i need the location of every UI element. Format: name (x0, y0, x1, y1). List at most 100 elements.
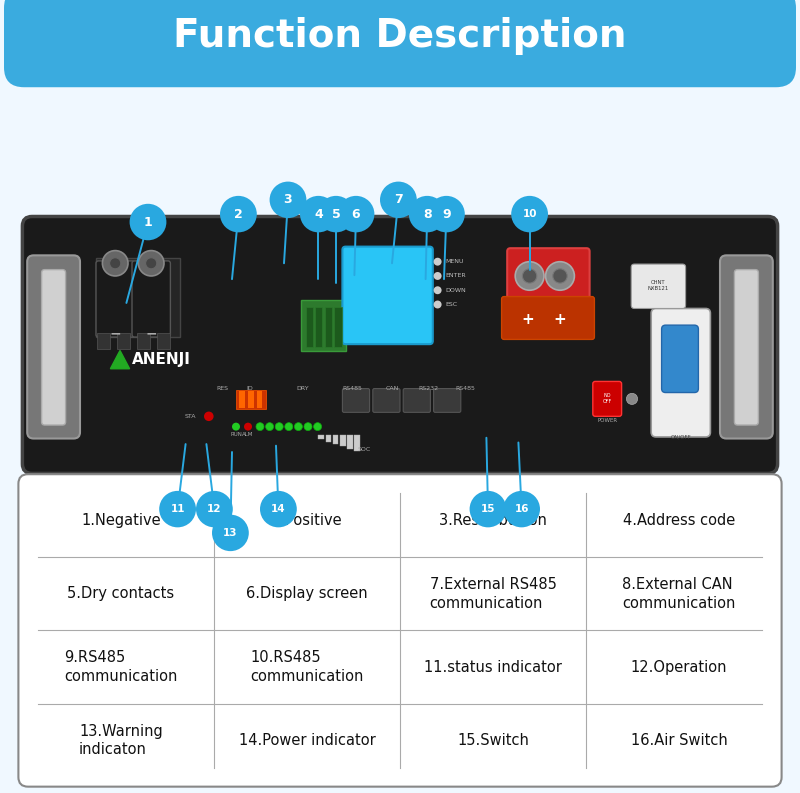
Circle shape (244, 423, 252, 431)
Circle shape (300, 196, 337, 232)
Text: 12: 12 (207, 504, 222, 514)
FancyBboxPatch shape (239, 391, 245, 408)
Text: 9: 9 (442, 208, 450, 220)
Text: 16.Air Switch: 16.Air Switch (630, 733, 727, 748)
Circle shape (434, 272, 442, 280)
FancyBboxPatch shape (651, 308, 710, 437)
Text: 4.Address code: 4.Address code (623, 513, 735, 528)
Circle shape (204, 412, 214, 421)
Circle shape (434, 286, 442, 294)
Text: ENTER: ENTER (446, 274, 466, 278)
Text: 5: 5 (332, 208, 340, 220)
FancyBboxPatch shape (342, 247, 433, 344)
Circle shape (434, 301, 442, 308)
Circle shape (270, 182, 306, 218)
Text: POWER: POWER (597, 418, 618, 423)
Text: ESC: ESC (446, 302, 458, 307)
FancyBboxPatch shape (27, 255, 80, 439)
Text: ANENJI: ANENJI (132, 352, 191, 366)
FancyBboxPatch shape (132, 261, 170, 337)
Text: RS232: RS232 (418, 386, 439, 391)
FancyBboxPatch shape (257, 391, 262, 408)
Text: 8.External CAN
communication: 8.External CAN communication (622, 577, 736, 611)
FancyBboxPatch shape (354, 435, 360, 451)
Text: DOWN: DOWN (446, 288, 466, 293)
Text: 7: 7 (394, 193, 402, 206)
Text: ALM: ALM (242, 432, 254, 437)
Text: RS485: RS485 (342, 386, 362, 391)
Circle shape (294, 423, 302, 431)
Circle shape (110, 258, 121, 269)
Text: DRY: DRY (296, 386, 309, 391)
Polygon shape (110, 351, 130, 369)
Text: CHNT
NXB121: CHNT NXB121 (648, 280, 669, 291)
Text: 12.Operation: 12.Operation (630, 660, 727, 675)
Text: Function Description: Function Description (174, 17, 626, 56)
Text: 15.Switch: 15.Switch (457, 733, 529, 748)
FancyBboxPatch shape (18, 474, 782, 787)
Text: 1: 1 (144, 216, 152, 228)
Circle shape (380, 182, 417, 218)
FancyBboxPatch shape (662, 325, 698, 393)
Circle shape (275, 423, 283, 431)
Text: 15: 15 (481, 504, 495, 514)
FancyBboxPatch shape (97, 333, 110, 349)
Text: 14: 14 (271, 504, 286, 514)
Text: 2.Positive: 2.Positive (272, 513, 342, 528)
Circle shape (515, 262, 544, 290)
FancyBboxPatch shape (157, 333, 170, 349)
Circle shape (428, 196, 465, 232)
FancyBboxPatch shape (434, 389, 461, 412)
Circle shape (470, 491, 506, 527)
Text: NO
OFF: NO OFF (602, 393, 612, 404)
FancyBboxPatch shape (301, 300, 346, 351)
FancyBboxPatch shape (340, 435, 346, 446)
Text: 6: 6 (352, 208, 360, 220)
Text: −: − (146, 326, 157, 340)
FancyBboxPatch shape (137, 333, 150, 349)
Circle shape (503, 491, 540, 527)
FancyBboxPatch shape (96, 261, 134, 337)
Circle shape (626, 393, 638, 404)
Text: 2: 2 (234, 208, 242, 220)
Text: MENU: MENU (446, 259, 464, 264)
Circle shape (546, 262, 574, 290)
Text: 10: 10 (522, 209, 537, 219)
FancyBboxPatch shape (236, 390, 266, 409)
Text: +: + (522, 312, 534, 327)
Circle shape (159, 491, 196, 527)
Circle shape (522, 269, 537, 283)
FancyBboxPatch shape (306, 307, 313, 347)
Text: 13.Warning
indicaton: 13.Warning indicaton (79, 724, 163, 757)
Text: 8: 8 (423, 208, 431, 220)
Text: RUN: RUN (230, 432, 242, 437)
Circle shape (304, 423, 312, 431)
FancyBboxPatch shape (42, 270, 66, 425)
FancyBboxPatch shape (593, 381, 622, 416)
FancyBboxPatch shape (507, 248, 590, 306)
FancyBboxPatch shape (334, 307, 342, 347)
FancyBboxPatch shape (318, 435, 324, 439)
FancyBboxPatch shape (315, 307, 322, 347)
Circle shape (511, 196, 548, 232)
Circle shape (102, 251, 128, 276)
FancyBboxPatch shape (403, 389, 430, 412)
FancyBboxPatch shape (96, 258, 180, 337)
Text: STA: STA (185, 414, 196, 419)
FancyBboxPatch shape (117, 333, 130, 349)
Text: 10.RS485
communication: 10.RS485 communication (250, 650, 364, 684)
Circle shape (260, 491, 297, 527)
FancyBboxPatch shape (248, 391, 254, 408)
FancyBboxPatch shape (631, 264, 686, 308)
Circle shape (232, 423, 240, 431)
Text: 3.Reset button: 3.Reset button (439, 513, 547, 528)
Text: 16: 16 (514, 504, 529, 514)
Circle shape (266, 423, 274, 431)
FancyBboxPatch shape (347, 435, 353, 449)
Circle shape (138, 251, 164, 276)
Text: ID: ID (246, 386, 253, 391)
Text: −: − (110, 326, 121, 340)
Circle shape (220, 196, 257, 232)
Circle shape (196, 491, 233, 527)
Text: 11: 11 (170, 504, 185, 514)
